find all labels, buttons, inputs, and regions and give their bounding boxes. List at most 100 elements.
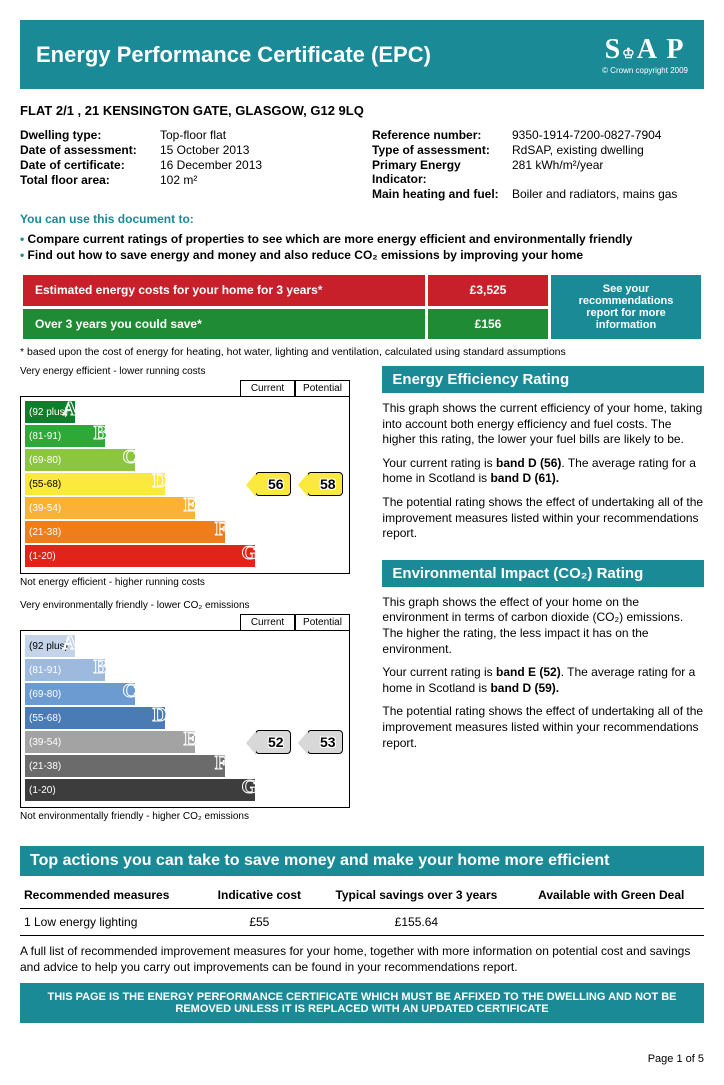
band-row-F: (21-38) F (25, 755, 345, 777)
detail-value: 15 October 2013 (160, 143, 249, 157)
band-letter: C (123, 446, 137, 468)
detail-value: 281 kWh/m²/year (512, 158, 603, 186)
band-row-E: (39-54) E (25, 497, 345, 519)
band-letter: D (153, 704, 167, 726)
chart-bottom-label: Not energy efficient - higher running co… (20, 577, 368, 588)
band-letter: G (241, 776, 257, 798)
cost-savings-amount: £156 (428, 309, 548, 340)
cost-estimate-amount: £3,525 (428, 275, 548, 306)
detail-value: Top-floor flat (160, 128, 226, 142)
band-letter: F (215, 752, 227, 774)
detail-value: 102 m² (160, 173, 197, 187)
band-range: (92 plus) (25, 407, 68, 418)
arrow-current: 56 (255, 472, 291, 496)
detail-label: Type of assessment: (372, 143, 512, 157)
cost-savings-label: Over 3 years you could save* (23, 309, 425, 340)
actions-note: A full list of recommended improvement m… (20, 944, 704, 975)
band-letter: A (63, 632, 77, 654)
detail-label: Date of certificate: (20, 158, 160, 172)
detail-value: Boiler and radiators, mains gas (512, 187, 677, 201)
property-address: FLAT 2/1 , 21 KENSINGTON GATE, GLASGOW, … (20, 103, 704, 118)
band-row-A: (92 plus)A (25, 635, 345, 657)
chart-header-potential: Potential (295, 614, 350, 630)
header-bar: Energy Performance Certificate (EPC) S♔A… (20, 20, 704, 89)
detail-label: Main heating and fuel: (372, 187, 512, 201)
cost-info: See your recommendations report for more… (551, 275, 701, 339)
band-row-F: (21-38) F (25, 521, 345, 543)
band-letter: C (123, 680, 137, 702)
detail-label: Total floor area: (20, 173, 160, 187)
band-row-A: (92 plus)A (25, 401, 345, 423)
detail-label: Primary Energy Indicator: (372, 158, 512, 186)
eer-para2: Your current rating is band D (56). The … (382, 456, 704, 487)
band-range: (81-91) (25, 665, 61, 676)
band-letter: F (215, 518, 227, 540)
rec-savings: £155.64 (314, 909, 518, 936)
band-letter: E (184, 494, 197, 516)
band-range: (21-38) (25, 761, 61, 772)
cost-footnote: * based upon the cost of energy for heat… (20, 346, 704, 358)
detail-value: 9350-1914-7200-0827-7904 (512, 128, 661, 142)
band-range: (39-54) (25, 503, 61, 514)
eir-para1: This graph shows the effect of your home… (382, 595, 704, 657)
band-range: (1-20) (25, 551, 56, 562)
arrow-current: 52 (255, 730, 291, 754)
band-range: (92 plus) (25, 641, 68, 652)
rec-header: Available with Green Deal (518, 882, 704, 909)
rec-header: Recommended measures (20, 882, 204, 909)
chart-header-current: Current (240, 380, 295, 396)
band-row-D: (55-68) D 56 58 (25, 473, 345, 495)
arrow-potential: 58 (307, 472, 343, 496)
rec-greendeal (518, 909, 704, 936)
rec-measure: 1 Low energy lighting (20, 909, 204, 936)
eer-para1: This graph shows the current efficiency … (382, 401, 704, 448)
band-row-G: (1-20) G (25, 779, 345, 801)
doc-use-title: You can use this document to: (20, 212, 704, 226)
detail-value: RdSAP, existing dwelling (512, 143, 644, 157)
band-range: (55-68) (25, 713, 61, 724)
copyright-text: © Crown copyright 2009 (602, 66, 688, 75)
rec-cost: £55 (204, 909, 314, 936)
detail-label: Date of assessment: (20, 143, 160, 157)
band-range: (55-68) (25, 479, 61, 490)
doc-use-item: Compare current ratings of properties to… (20, 232, 704, 246)
band-letter: G (241, 542, 257, 564)
eer-section-title: Energy Efficiency Rating (382, 366, 704, 393)
band-letter: B (94, 656, 107, 678)
band-letter: B (94, 422, 107, 444)
band-range: (81-91) (25, 431, 61, 442)
band-row-E: (39-54) E 52 53 (25, 731, 345, 753)
band-range: (69-80) (25, 689, 61, 700)
band-range: (39-54) (25, 737, 61, 748)
actions-title: Top actions you can take to save money a… (20, 846, 704, 876)
chart-bottom-label: Not environmentally friendly - higher CO… (20, 811, 368, 822)
cost-table: Estimated energy costs for your home for… (20, 272, 704, 342)
sap-logo: S♔A P © Crown copyright 2009 (602, 34, 688, 75)
eir-chart: Very environmentally friendly - lower CO… (20, 600, 368, 822)
doc-use-item: Find out how to save energy and money an… (20, 248, 704, 262)
band-row-D: (55-68) D (25, 707, 345, 729)
chart-top-label: Very environmentally friendly - lower CO… (20, 600, 368, 611)
band-range: (1-20) (25, 785, 56, 796)
band-letter: E (184, 728, 197, 750)
chart-top-label: Very energy efficient - lower running co… (20, 366, 368, 377)
chart-header-current: Current (240, 614, 295, 630)
band-row-C: (69-80) C (25, 449, 345, 471)
affix-banner: THIS PAGE IS THE ENERGY PERFORMANCE CERT… (20, 983, 704, 1023)
crown-icon: ♔ (622, 47, 637, 62)
band-letter: A (63, 398, 77, 420)
band-row-B: (81-91) B (25, 425, 345, 447)
property-details: Dwelling type:Top-floor flatDate of asse… (20, 128, 704, 202)
arrow-potential: 53 (307, 730, 343, 754)
page-number: Page 1 of 5 (20, 1053, 704, 1065)
page-title: Energy Performance Certificate (EPC) (36, 42, 431, 68)
detail-label: Reference number: (372, 128, 512, 142)
band-row-B: (81-91) B (25, 659, 345, 681)
band-range: (21-38) (25, 527, 61, 538)
eer-para3: The potential rating shows the effect of… (382, 495, 704, 542)
band-row-C: (69-80) C (25, 683, 345, 705)
band-range: (69-80) (25, 455, 61, 466)
band-letter: D (153, 470, 167, 492)
doc-use-list: Compare current ratings of properties to… (20, 232, 704, 262)
eir-para2: Your current rating is band E (52). The … (382, 665, 704, 696)
